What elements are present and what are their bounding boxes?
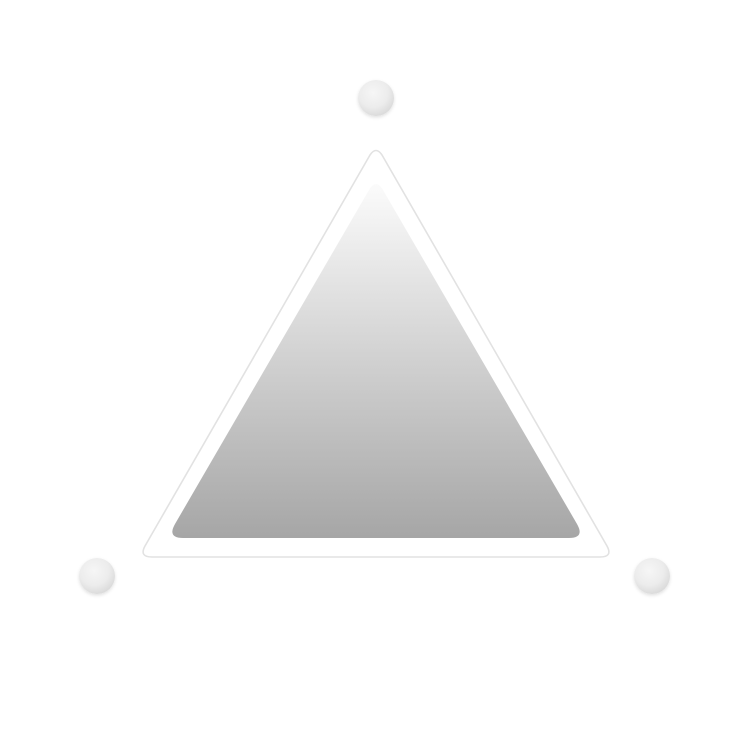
knob-top[interactable]	[358, 80, 394, 116]
triangle-fill	[172, 184, 580, 538]
knob-bottom-right[interactable]	[634, 558, 670, 594]
knob-bottom-left[interactable]	[79, 558, 115, 594]
